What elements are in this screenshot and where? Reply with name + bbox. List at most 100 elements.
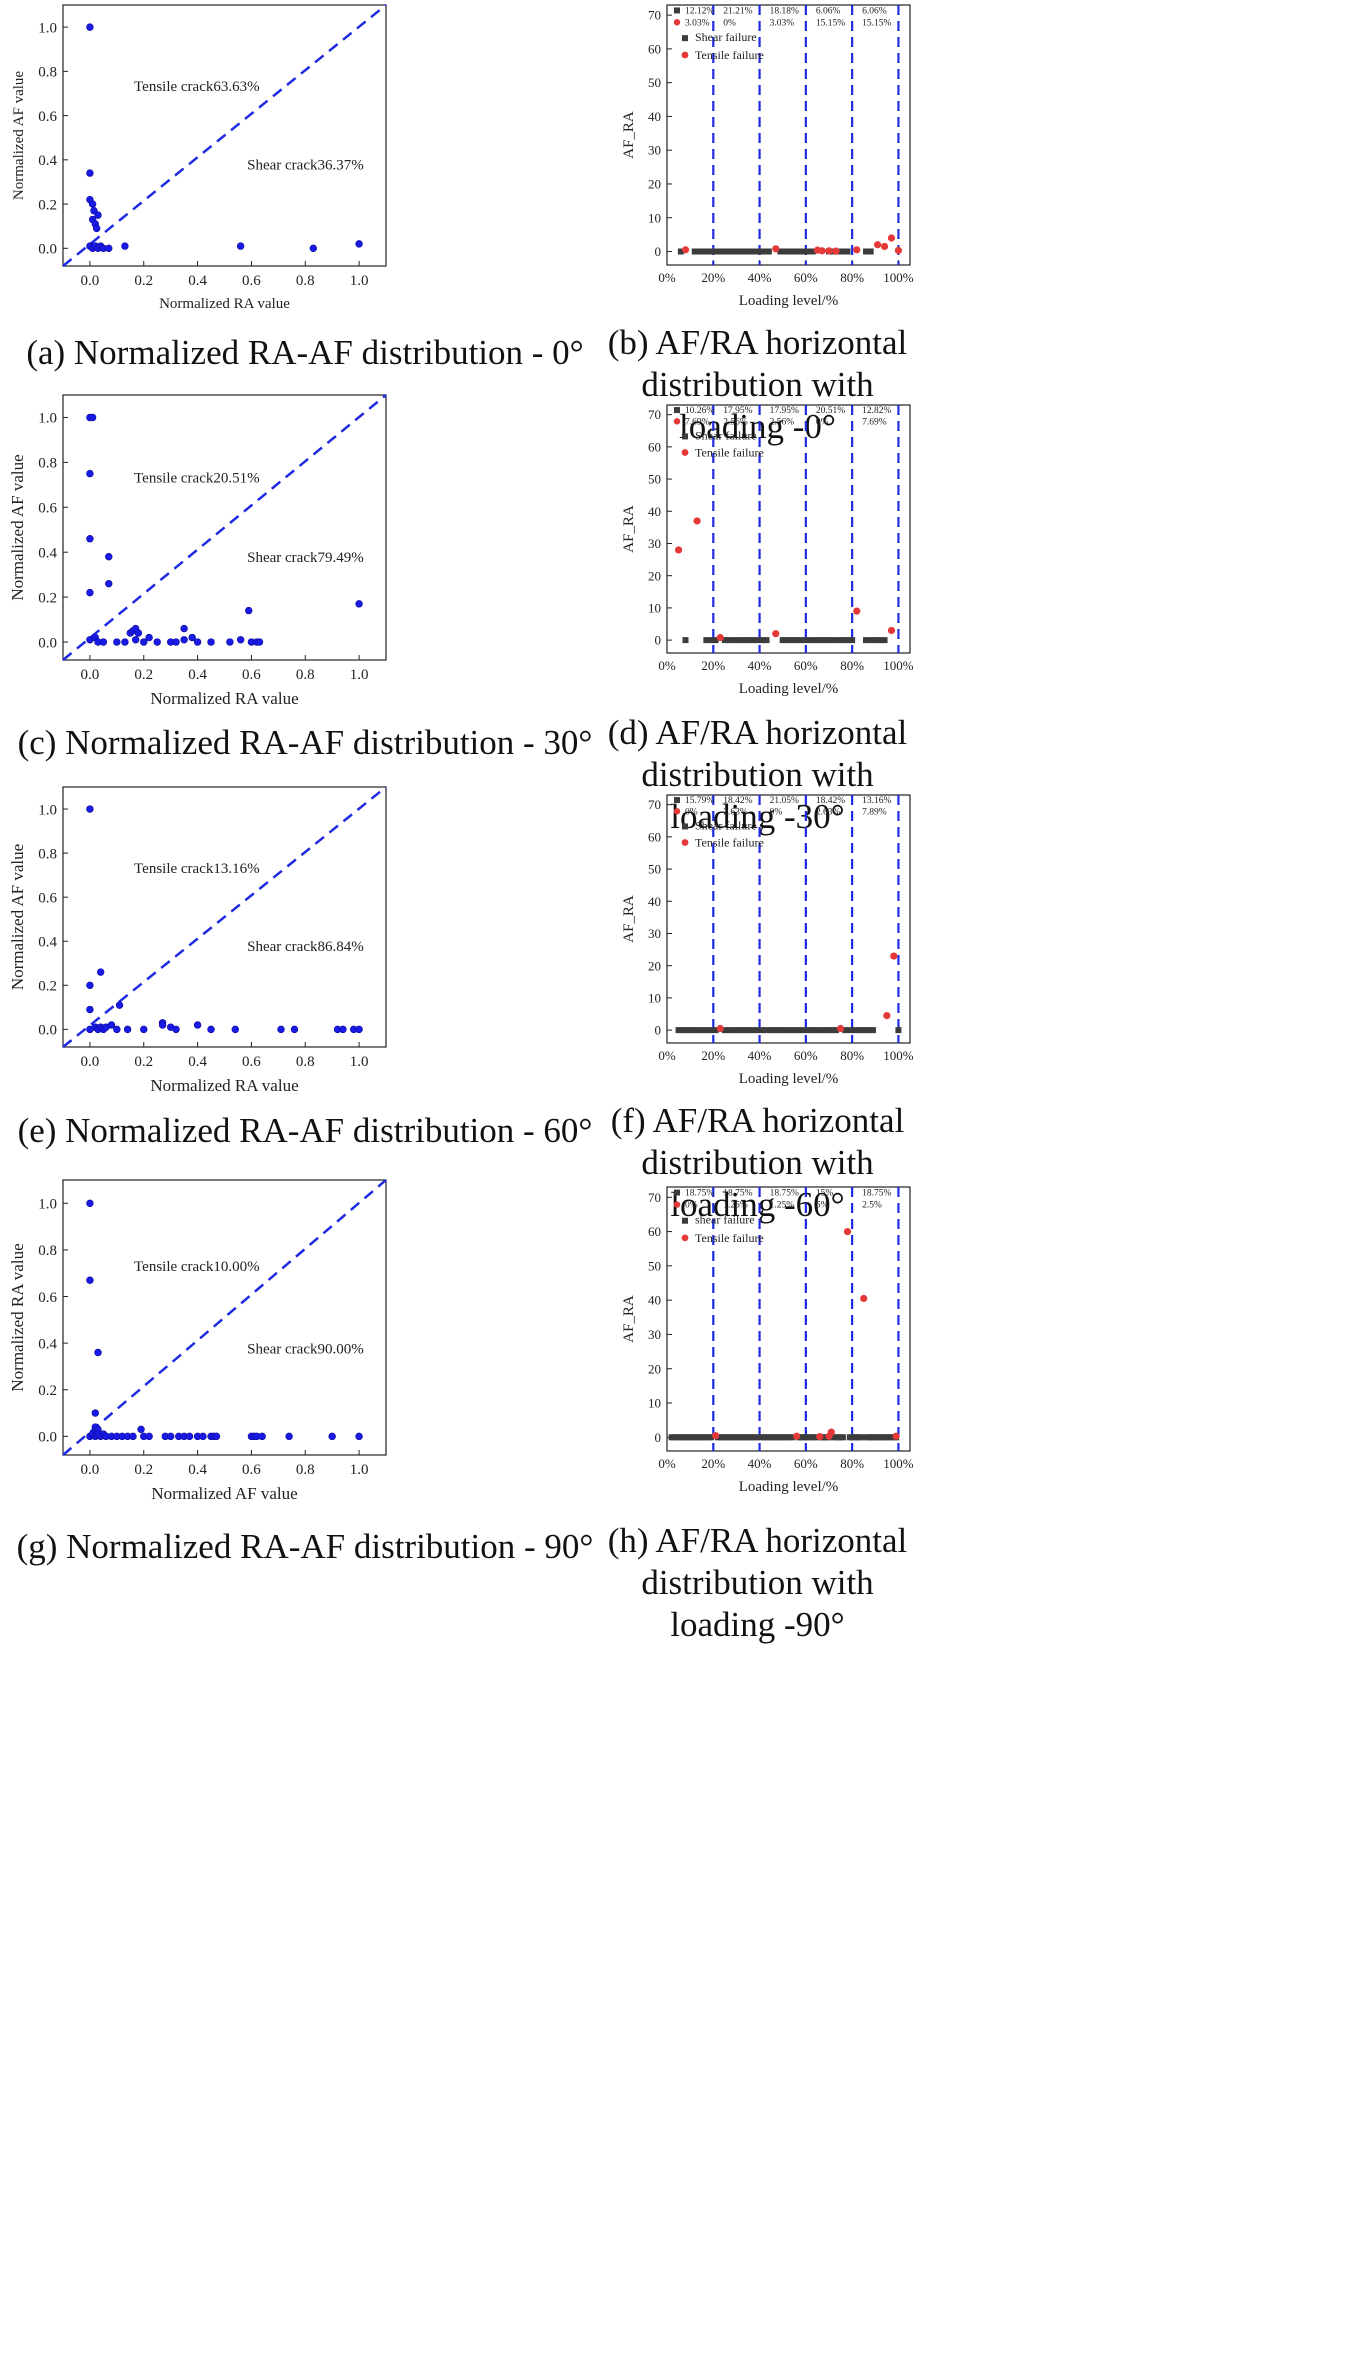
y-tick-label: 0.0 <box>38 242 57 258</box>
data-point <box>86 1276 94 1284</box>
shear-point <box>758 1027 765 1034</box>
y-axis-label: Normalized AF value <box>8 454 27 600</box>
shear-point <box>694 1027 701 1034</box>
y-tick-label: 10 <box>648 210 661 225</box>
stage-tensile-percent: 2.63% <box>723 807 748 817</box>
stage-tensile-percent: 0% <box>723 18 736 28</box>
shear-point <box>791 1027 798 1034</box>
top-tensile-marker <box>673 418 681 425</box>
shear-point <box>698 1027 705 1034</box>
panel-d: 0% 20% 40% 60% 80% 100% 0 10 20 30 40 50 60 70 Loading… <box>610 398 915 698</box>
y-tick-label: 20 <box>648 1361 661 1376</box>
chart-d: 0% 20% 40% 60% 80% 100% 0 10 20 30 40 50 60 70 Loading… <box>621 404 914 697</box>
data-point <box>92 224 101 233</box>
y-tick-label: 1.0 <box>38 20 57 36</box>
x-axis-label: Loading level/% <box>739 1479 839 1495</box>
x-tick-label: 1.0 <box>350 667 369 683</box>
x-tick-label: 100% <box>883 270 914 285</box>
tensile-point <box>716 1024 724 1033</box>
data-point <box>277 1025 285 1034</box>
shear-point <box>869 1027 876 1034</box>
shear-point <box>844 248 851 255</box>
shear-point <box>839 637 846 644</box>
tensile-point <box>716 633 724 642</box>
shear-point <box>728 248 735 255</box>
y-tick-label: 60 <box>648 41 661 56</box>
shear-point <box>745 637 751 644</box>
y-tick-label: 10 <box>648 600 661 615</box>
stage-shear-percent: 17.95% <box>723 406 752 416</box>
data-point <box>355 240 363 248</box>
shear-point <box>735 637 742 644</box>
x-tick-label: 20% <box>701 1456 725 1471</box>
x-tick-label: 40% <box>748 1456 772 1471</box>
shear-point <box>807 637 814 644</box>
shear-point <box>677 248 684 255</box>
data-point <box>140 1025 148 1034</box>
shear-point <box>788 1434 795 1441</box>
y-tick-label: 0.0 <box>38 1430 57 1446</box>
tensile-crack-annotation: Tensile crack13.16% <box>134 861 260 877</box>
shear-point <box>809 1027 816 1034</box>
shear-point <box>832 1027 839 1034</box>
stage-tensile-percent: 0% <box>770 807 783 817</box>
data-point <box>188 633 196 642</box>
legend-shear-label: Shear failure <box>695 428 757 442</box>
x-axis-label: Loading level/% <box>739 1071 839 1087</box>
shear-point <box>782 248 789 255</box>
data-point <box>123 1025 132 1034</box>
x-tick-label: 40% <box>748 658 772 673</box>
data-point <box>172 1025 180 1034</box>
tensile-point <box>853 246 861 254</box>
data-point <box>355 600 363 608</box>
data-point <box>86 588 94 597</box>
tensile-point <box>681 246 690 254</box>
tensile-point <box>890 952 898 960</box>
stage-shear-percent: 12.12% <box>685 6 714 16</box>
shear-point <box>844 637 851 644</box>
shear-point <box>798 637 805 644</box>
data-point <box>86 169 94 177</box>
x-tick-label: 80% <box>840 658 864 673</box>
y-tick-label: 60 <box>648 439 661 454</box>
data-point <box>145 1432 153 1441</box>
panel-b: 0% 20% 40% 60% 80% 100% 0 10 20 30 40 50 60 70 Loading… <box>610 0 915 310</box>
stage-shear-percent: 18.75% <box>770 1189 799 1199</box>
legend-shear-marker <box>682 823 688 830</box>
y-tick-label: 40 <box>648 504 661 519</box>
shear-point <box>812 637 819 644</box>
x-tick-label: 0.8 <box>296 273 315 289</box>
data-point <box>193 1021 202 1029</box>
data-point <box>94 1348 102 1357</box>
shear-point <box>867 637 874 644</box>
x-tick-label: 0% <box>658 658 676 673</box>
legend-shear-label: shear failure <box>695 1213 755 1227</box>
y-tick-label: 0.4 <box>38 934 57 950</box>
x-tick-label: 0.4 <box>188 667 207 683</box>
shear-point <box>731 637 738 644</box>
stage-tensile-percent: 0% <box>685 807 698 817</box>
tensile-point <box>860 1294 868 1303</box>
plot-frame <box>62 786 387 1048</box>
data-point <box>137 1425 145 1434</box>
data-point <box>99 638 108 646</box>
stage-shear-percent: 6.06% <box>862 6 887 16</box>
x-tick-label: 0% <box>658 1456 676 1471</box>
data-point <box>134 629 143 637</box>
x-tick-label: 100% <box>883 1048 914 1063</box>
data-point <box>129 1432 137 1441</box>
shear-point <box>858 1434 865 1441</box>
stage-tensile-percent: 3.03% <box>770 18 795 28</box>
top-shear-marker <box>674 7 680 14</box>
tensile-point <box>843 1227 852 1236</box>
y-tick-label: 50 <box>648 472 661 487</box>
x-axis-label: Normalized RA value <box>159 296 290 312</box>
shear-point <box>675 1027 682 1034</box>
x-tick-label: 100% <box>883 1456 914 1471</box>
stage-shear-percent: 18.75% <box>862 1189 891 1199</box>
shear-point <box>863 637 870 644</box>
x-tick-label: 80% <box>840 1456 864 1471</box>
y-tick-label: 30 <box>648 1327 661 1342</box>
x-tick-label: 0.2 <box>134 1054 153 1070</box>
data-point <box>86 1005 94 1014</box>
